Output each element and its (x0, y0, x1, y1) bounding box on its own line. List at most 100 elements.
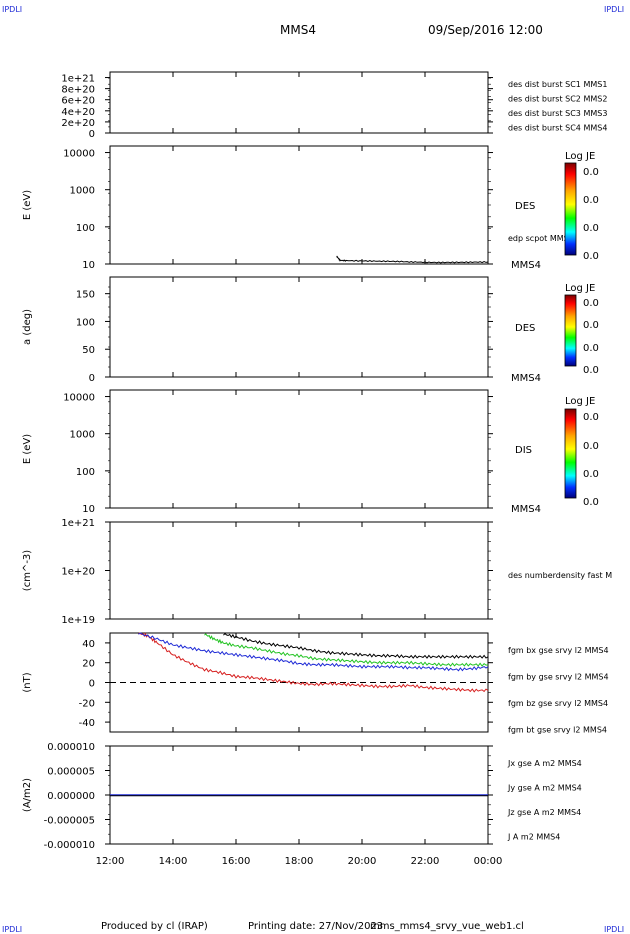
y-tick-label: -40 (79, 718, 95, 729)
colorbar-gradient (564, 294, 577, 367)
colorbar-label: 0.0 (583, 320, 599, 331)
corner-mark-tl: IPDLI (2, 5, 22, 14)
y-axis-title: E (eV) (22, 190, 33, 220)
series-line-fgm-bz (138, 632, 489, 672)
y-tick-label: 1e+21 (61, 74, 95, 85)
legend-entry: fgm by gse srvy l2 MMS4 (508, 673, 609, 682)
series-line-fgm-by (204, 633, 489, 667)
colorbar-label: 0.0 (583, 441, 599, 452)
colorbar-label: 0.0 (583, 365, 599, 376)
y-tick-label: 6e+20 (61, 96, 95, 107)
panel-series-label: edp scpot MMS4 (508, 234, 574, 243)
x-tick-label: 18:00 (285, 856, 314, 867)
footer-filename: mms_mms4_srvy_vue_web1.cl (370, 921, 524, 932)
y-tick-label: -20 (79, 698, 95, 709)
legend-entry: J A m2 MMS4 (507, 833, 560, 842)
y-tick-label: 50 (82, 345, 95, 356)
panel-des-energy-spectrogram: 10000 1000 100 10 E (eV) DES edp scpot MMS4 MMS… (22, 145, 574, 271)
spacecraft-title: MMS4 (280, 23, 316, 37)
panel-frame (109, 389, 489, 509)
legend-entry: des dist burst SC4 MMS4 (508, 124, 607, 133)
colorbar-label: 0.0 (583, 223, 599, 234)
panel-frame (109, 521, 489, 620)
y-tick-label: -0.000010 (44, 840, 95, 851)
y-tick-label: 0 (89, 129, 95, 140)
legend-entry: fgm bz gse srvy l2 MMS4 (508, 699, 608, 708)
y-tick-label: 0 (89, 373, 95, 384)
legend-entry: Jy gse A m2 MMS4 (507, 784, 582, 793)
colorbar-gradient (564, 408, 577, 499)
corner-mark-br: IPDLI (604, 925, 624, 934)
y-tick-label: 1e+20 (61, 567, 95, 578)
colorbar-label: 0.0 (583, 298, 599, 309)
y-axis-title: (A/m2) (22, 778, 33, 812)
panel-des-pitch-angle: 150 100 50 0 a (deg) DES MMS4 (22, 276, 541, 384)
y-tick-label: 4e+20 (61, 107, 95, 118)
legend-entry: fgm bt gse srvy l2 MMS4 (508, 726, 607, 735)
panel-dis-energy-spectrogram: 10000 1000 100 10 E (eV) DIS MMS4 (22, 389, 541, 515)
panel-fpi-current-density: 0.000010 0.000005 0.000000 -0.000005 -0.0000… (22, 742, 582, 851)
y-tick-label: 10000 (63, 149, 95, 160)
colorbar-label: 0.0 (583, 251, 599, 262)
y-axis-title: (cm^-3) (22, 550, 33, 591)
panel-frame (109, 145, 489, 265)
corner-mark-tr: IPDLI (604, 5, 624, 14)
y-tick-label: 1000 (70, 186, 95, 197)
y-axis-title: E (eV) (22, 434, 33, 464)
y-tick-label: 2e+20 (61, 118, 95, 129)
y-tick-label: 150 (76, 290, 95, 301)
colorbar-title: Log JE (565, 283, 595, 294)
legend-entry: des dist burst SC1 MMS1 (508, 80, 607, 89)
colorbar-label: 0.0 (583, 343, 599, 354)
colorbar-title: Log JE (565, 151, 595, 162)
y-tick-label: 10000 (63, 393, 95, 404)
colorbar-title: Log JE (565, 396, 595, 407)
series-line-fgm-bt (223, 632, 489, 659)
panel-spacecraft-label: MMS4 (511, 260, 541, 271)
panel-fgm-magnetic-field: 40 20 0 -20 -40 (nT) fgm bx gse srvy l2 MMS4 fg… (22, 632, 609, 735)
y-tick-label: 100 (76, 223, 95, 234)
y-axis-title: (nT) (22, 672, 33, 692)
colorbar-gradient (564, 162, 577, 256)
colorbar-label: 0.0 (583, 195, 599, 206)
legend-entry: fgm bx gse srvy l2 MMS4 (508, 646, 609, 655)
footer-produced: Produced by cl (IRAP) (101, 921, 208, 932)
datetime-title: 09/Sep/2016 12:00 (428, 23, 543, 37)
panel-right-label: DES (515, 201, 535, 212)
footer-printing-date: Printing date: 27/Nov/2023 (248, 921, 383, 932)
series-line-edp-scpot (336, 255, 489, 264)
y-tick-label: -0.000005 (44, 816, 95, 827)
y-tick-label: 1e+21 (61, 518, 95, 529)
y-tick-label: 10 (82, 504, 95, 515)
panel-frame (109, 71, 489, 134)
y-tick-label: 40 (82, 639, 95, 650)
series-line-fgm-bx (138, 632, 489, 693)
colorbar-des-energy: Log JE 0.0 0.0 0.0 0.0 (564, 151, 599, 262)
y-tick-label: 1e+19 (61, 615, 95, 626)
y-tick-label: 100 (76, 317, 95, 328)
y-tick-label: 10 (82, 260, 95, 271)
panel-right-label: DES (515, 323, 535, 334)
colorbar-label: 0.0 (583, 497, 599, 508)
panel-frame (109, 276, 489, 378)
panel-spacecraft-label: MMS4 (511, 373, 541, 384)
colorbar-label: 0.0 (583, 167, 599, 178)
x-tick-label: 16:00 (222, 856, 251, 867)
legend-entry: Jz gse A m2 MMS4 (507, 808, 581, 817)
y-tick-label: 0.000010 (47, 742, 95, 753)
x-tick-label: 22:00 (411, 856, 440, 867)
legend-entry: Jx gse A m2 MMS4 (507, 759, 582, 768)
panel-right-label: DIS (515, 445, 532, 456)
colorbar-label: 0.0 (583, 412, 599, 423)
corner-mark-bl: IPDLI (2, 925, 22, 934)
y-tick-label: 0 (89, 679, 95, 690)
time-axis: 12:00 14:00 16:00 18:00 20:00 22:00 00:00 (96, 856, 503, 867)
y-tick-label: 0.000005 (47, 767, 95, 778)
panel-right-label: des numberdensity fast M (508, 571, 612, 580)
y-tick-label: 100 (76, 467, 95, 478)
colorbar-des-pitch: Log JE 0.0 0.0 0.0 0.0 (564, 283, 599, 376)
legend-entry: des dist burst SC2 MMS2 (508, 95, 607, 104)
x-tick-label: 00:00 (474, 856, 503, 867)
